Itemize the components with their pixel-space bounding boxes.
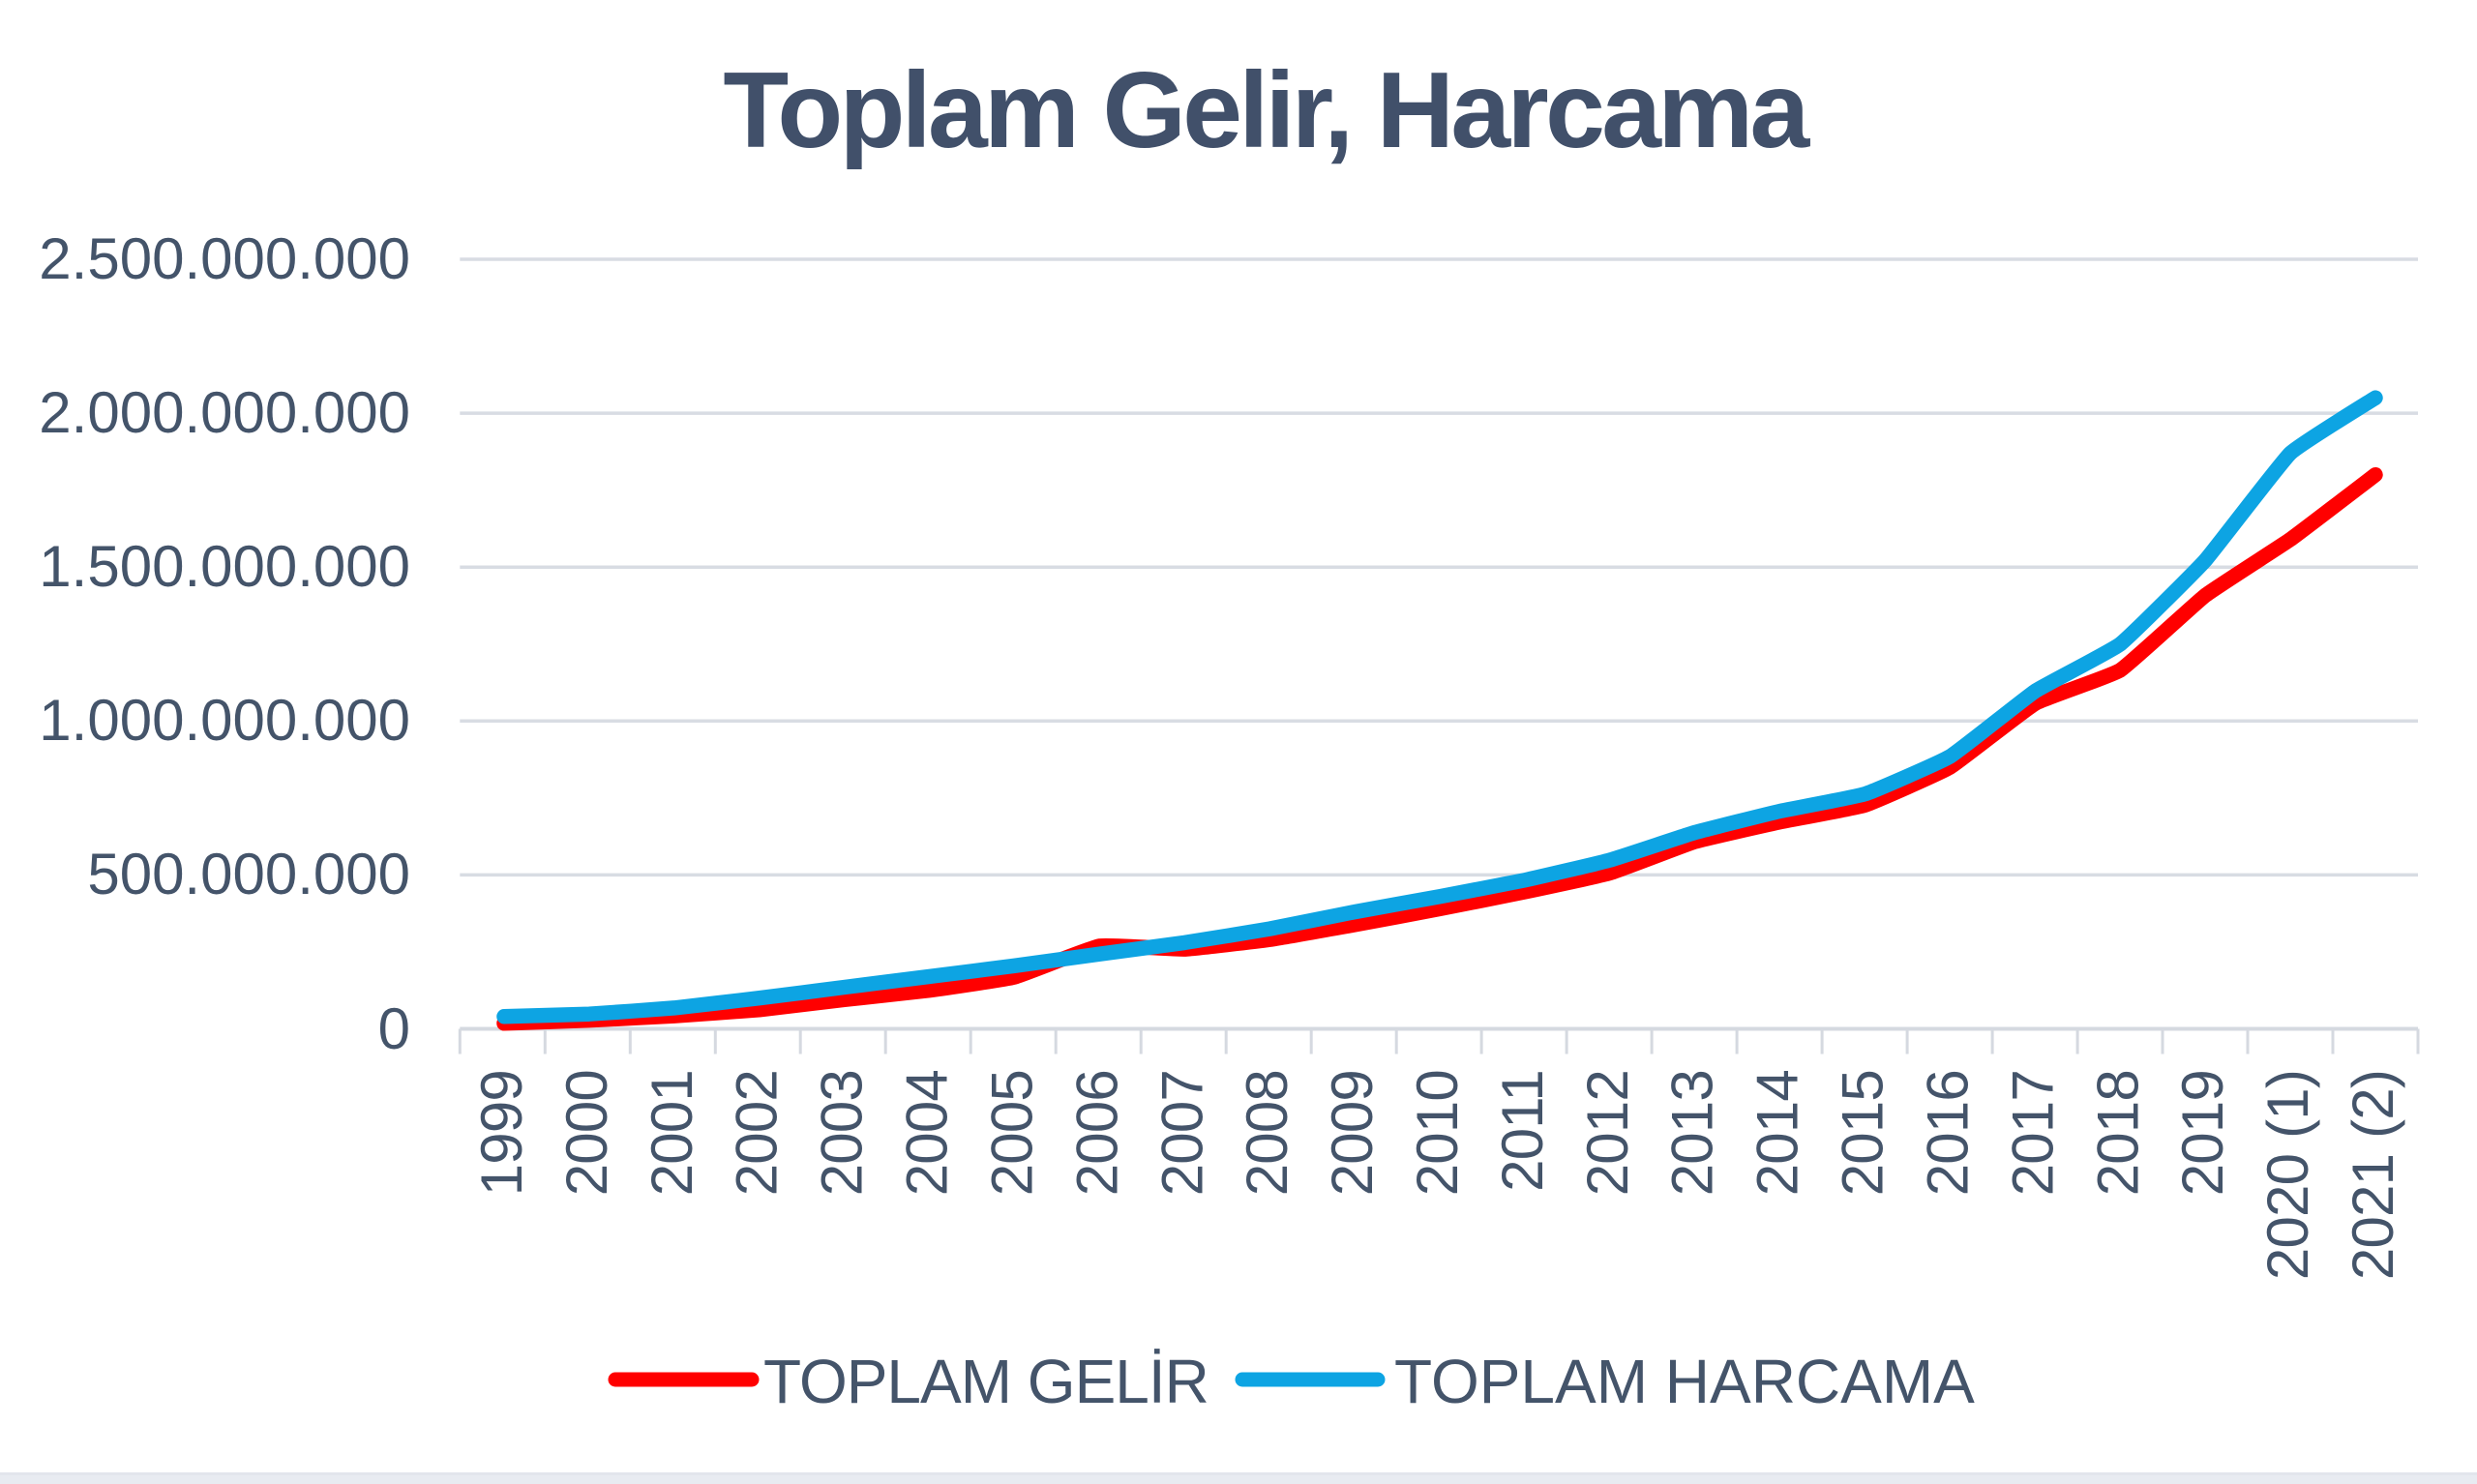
svg-text:1999: 1999: [469, 1070, 534, 1196]
svg-text:2006: 2006: [1064, 1070, 1129, 1196]
svg-text:2012: 2012: [1575, 1070, 1640, 1196]
svg-text:2008: 2008: [1235, 1070, 1299, 1196]
svg-text:Toplam Gelir, Harcama: Toplam Gelir, Harcama: [723, 50, 1810, 170]
svg-text:2020 (1): 2020 (1): [2255, 1070, 2320, 1280]
svg-text:2007: 2007: [1149, 1070, 1214, 1196]
svg-text:2016: 2016: [1916, 1070, 1981, 1196]
svg-text:2004: 2004: [895, 1070, 960, 1196]
svg-text:500.000.000: 500.000.000: [87, 842, 410, 906]
svg-text:2014: 2014: [1746, 1070, 1810, 1196]
svg-text:2.000.000.000: 2.000.000.000: [39, 380, 410, 445]
svg-text:2001: 2001: [640, 1070, 704, 1196]
svg-text:TOPLAM HARCAMA: TOPLAM HARCAMA: [1394, 1347, 1975, 1416]
svg-text:2005: 2005: [980, 1070, 1045, 1196]
svg-text:2018: 2018: [2085, 1070, 2150, 1196]
svg-text:2009: 2009: [1320, 1070, 1385, 1196]
svg-text:0: 0: [378, 996, 410, 1061]
svg-text:TOPLAM GELİR: TOPLAM GELİR: [763, 1347, 1209, 1416]
svg-text:2015: 2015: [1831, 1070, 1895, 1196]
svg-text:1.500.000.000: 1.500.000.000: [39, 534, 410, 599]
svg-text:1.000.000.000: 1.000.000.000: [39, 688, 410, 753]
svg-text:2.500.000.000: 2.500.000.000: [39, 226, 410, 291]
svg-text:2003: 2003: [810, 1070, 875, 1196]
svg-text:2021 (2): 2021 (2): [2341, 1070, 2405, 1280]
svg-text:2002: 2002: [725, 1070, 790, 1196]
svg-text:2010: 2010: [1405, 1070, 1470, 1196]
svg-text:2013: 2013: [1660, 1070, 1725, 1196]
svg-text:2011: 2011: [1490, 1070, 1555, 1192]
svg-text:2000: 2000: [554, 1070, 619, 1196]
svg-text:2017: 2017: [2000, 1070, 2065, 1196]
svg-text:2019: 2019: [2170, 1070, 2235, 1196]
